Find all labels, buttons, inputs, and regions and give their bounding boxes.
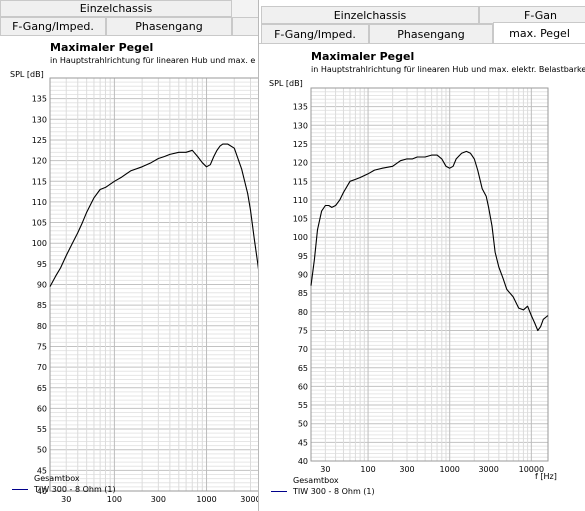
y-tick-label: 45	[298, 438, 308, 447]
y-tick-label: 130	[32, 115, 47, 124]
y-tick-label: 55	[37, 425, 47, 434]
grid	[310, 87, 548, 462]
x-tick-label: 10000	[519, 465, 544, 474]
tab-phasengang[interactable]: Phasengang	[369, 24, 493, 44]
y-tick-label: 120	[32, 157, 47, 166]
y-tick-label: 60	[37, 404, 47, 413]
y-tick-label: 40	[298, 457, 308, 466]
series-line-tiw	[310, 150, 549, 332]
chart-subtitle: in Hauptstrahlrichtung für linearen Hub …	[311, 65, 585, 74]
y-tick-label: 120	[293, 159, 308, 168]
x-tick-label: 1000	[196, 495, 216, 502]
x-tick-label: 1000	[440, 465, 460, 474]
y-tick-label: 105	[32, 219, 47, 228]
y-tick-label: 50	[298, 420, 308, 429]
chart-title: Maximaler Pegel	[50, 41, 154, 54]
x-tick-label: 30	[61, 495, 71, 502]
legend-item-gesamtbox: Gesamtbox	[12, 474, 80, 483]
x-tick-label: 30	[320, 465, 330, 474]
legend-line	[271, 480, 287, 481]
x-axis-unit: f [Hz]	[535, 472, 557, 481]
legend-line	[12, 478, 28, 479]
y-tick-label: 125	[293, 140, 308, 149]
legend-label: Gesamtbox	[293, 476, 339, 485]
spl-chart: 40 45 50 55 60 65 70 75 80 85 90 95 100 105 110 115 120 1…	[32, 77, 260, 502]
tab-f-gang-imped[interactable]: F-Gang/Imped.	[261, 24, 369, 44]
y-tick-label: 110	[293, 196, 308, 205]
plot-frame	[49, 77, 260, 492]
spl-chart: 40 45 50 55 60 65 70 75 80 85 90 95 100 105 110 115 120 1…	[293, 87, 549, 474]
x-tick-label: 300	[151, 495, 166, 502]
legend-item-gesamtbox: Gesamtbox	[271, 476, 339, 485]
y-tick-label: 95	[37, 260, 47, 269]
y-tick-label: 50	[37, 446, 47, 455]
y-tick-label: 85	[37, 301, 47, 310]
legend-item-tiw: TIW 300 - 8 Ohm (1)	[12, 485, 116, 494]
y-tick-label: 130	[293, 121, 308, 130]
y-tick-label: 135	[32, 95, 47, 104]
chart-title: Maximaler Pegel	[311, 50, 415, 63]
y-tick-label: 65	[37, 384, 47, 393]
plot-frame	[310, 87, 549, 462]
chart-subtitle: in Hauptstrahlrichtung für linearen Hub …	[50, 56, 256, 65]
right-window: Einzelchassis F-Gan F-Gang/Imped. Phasen…	[258, 0, 585, 511]
y-tick-label: 60	[298, 382, 308, 391]
chart-panel: Maximaler Pegel in Hauptstrahlrichtung f…	[0, 36, 260, 511]
x-tick-label: 3000	[240, 495, 260, 502]
legend-item-tiw: TIW 300 - 8 Ohm (1)	[271, 487, 375, 496]
y-tick-label: 125	[32, 136, 47, 145]
chart-panel: Maximaler Pegel in Hauptstrahlrichtung f…	[259, 43, 585, 511]
y-tick-label: 80	[298, 308, 308, 317]
y-tick-label: 115	[293, 177, 308, 186]
y-tick-label: 110	[32, 198, 47, 207]
y-tick-label: 100	[32, 239, 47, 248]
y-tick-label: 75	[37, 342, 47, 351]
y-axis-unit: SPL [dB]	[10, 70, 44, 79]
y-tick-label: 100	[293, 233, 308, 242]
y-tick-label: 80	[37, 322, 47, 331]
legend-label: Gesamtbox	[34, 474, 80, 483]
tab-f-gang-imped[interactable]: F-Gang/Imped.	[0, 17, 106, 36]
y-tick-label: 85	[298, 289, 308, 298]
x-tick-label: 300	[399, 465, 414, 474]
y-tick-label: 90	[298, 271, 308, 280]
x-tick-label: 3000	[478, 465, 498, 474]
y-tick-label: 65	[298, 364, 308, 373]
left-window: Einzelchassis F-Gang/Imped. Phasengang M…	[0, 0, 260, 511]
tab-max-pegel[interactable]	[232, 17, 260, 36]
tab-phasengang[interactable]: Phasengang	[106, 17, 232, 36]
y-tick-label: 135	[293, 103, 308, 112]
x-tick-label: 100	[360, 465, 375, 474]
y-tick-label: 105	[293, 215, 308, 224]
series-line-tiw	[49, 143, 260, 287]
y-tick-label: 55	[298, 401, 308, 410]
y-tick-label: 95	[298, 252, 308, 261]
legend-label: TIW 300 - 8 Ohm (1)	[34, 485, 116, 494]
tab-max-pegel[interactable]: max. Pegel	[493, 22, 585, 44]
y-tick-label: 70	[37, 363, 47, 372]
y-axis-unit: SPL [dB]	[269, 79, 303, 88]
legend-label: TIW 300 - 8 Ohm (1)	[293, 487, 375, 496]
grid	[49, 77, 260, 492]
y-tick-label: 115	[32, 177, 47, 186]
y-tick-label: 45	[37, 466, 47, 475]
legend-line	[271, 491, 287, 492]
y-tick-label: 70	[298, 345, 308, 354]
legend-line	[12, 489, 28, 490]
tab-einzelchassis[interactable]: Einzelchassis	[0, 0, 232, 17]
y-tick-label: 90	[37, 281, 47, 290]
y-tick-label: 40	[37, 487, 47, 496]
tab-einzelchassis[interactable]: Einzelchassis	[261, 6, 479, 24]
x-tick-label: 100	[107, 495, 122, 502]
y-tick-label: 75	[298, 326, 308, 335]
